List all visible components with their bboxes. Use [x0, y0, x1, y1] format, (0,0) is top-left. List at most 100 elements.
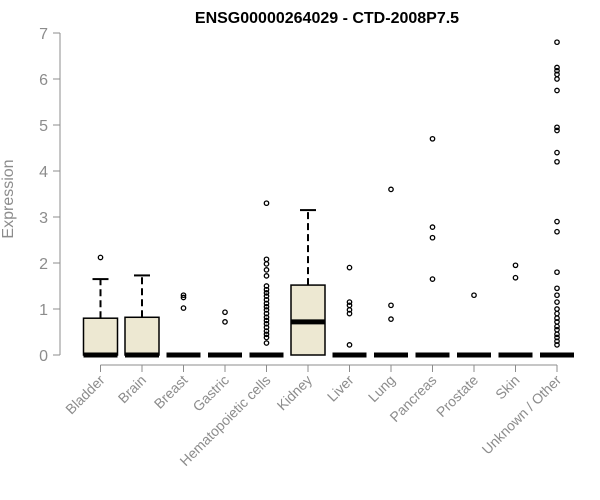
outlier-point — [222, 309, 228, 316]
outlier-point — [263, 256, 270, 263]
box-group — [415, 135, 450, 358]
outlier-point — [180, 294, 187, 301]
outlier-point — [263, 261, 270, 267]
boxes-layer — [82, 39, 574, 358]
chart-title: ENSG00000264029 - CTD-2008P7.5 — [195, 10, 459, 27]
box-group — [290, 209, 326, 356]
outlier-point — [429, 135, 436, 142]
outlier-point — [263, 320, 270, 327]
outlier-point — [554, 315, 560, 322]
outlier-point — [554, 299, 560, 305]
x-tick-label: Liver — [324, 372, 357, 405]
outlier-point — [388, 302, 394, 309]
y-tick-label: 0 — [39, 348, 48, 365]
outlier-point — [429, 224, 436, 230]
box-group — [332, 264, 367, 358]
outlier-point — [554, 149, 560, 156]
outlier-point — [263, 300, 270, 307]
outlier-point — [554, 39, 560, 46]
y-tick-label: 3 — [39, 210, 48, 227]
outlier-point — [263, 314, 270, 321]
outlier-point — [512, 274, 519, 281]
outlier-point — [346, 299, 353, 305]
outlier-point — [263, 310, 270, 317]
outlier-point — [222, 319, 228, 325]
x-tick-label: Prostate — [433, 372, 481, 420]
x-tick-label: Lung — [365, 372, 398, 405]
x-tick-label: Kidney — [274, 372, 316, 414]
box-group — [208, 309, 242, 358]
box-group — [166, 292, 201, 358]
box-group — [374, 186, 408, 358]
outlier-point — [554, 269, 560, 276]
outlier-point — [388, 186, 394, 193]
outlier-point — [554, 334, 560, 341]
outlier-point — [554, 124, 560, 131]
outlier-point — [554, 87, 560, 94]
outlier-point — [388, 316, 394, 322]
outlier-point — [554, 228, 560, 235]
outlier-point — [346, 342, 353, 348]
outlier-point — [429, 276, 436, 282]
outlier-point — [263, 286, 270, 293]
x-tick-label: Skin — [492, 372, 523, 403]
x-tick-label: Brain — [115, 372, 149, 406]
outlier-point — [554, 64, 560, 71]
outlier-point — [180, 305, 187, 311]
y-tick-label: 5 — [39, 118, 48, 135]
outlier-point — [263, 307, 270, 313]
box-group — [249, 200, 284, 358]
outlier-point — [263, 290, 270, 296]
y-axis-label: Expression — [0, 159, 17, 238]
outlier-point — [263, 340, 270, 346]
outlier-point — [554, 285, 560, 292]
box-group — [457, 292, 491, 358]
y-tick-label: 4 — [39, 164, 48, 181]
box — [82, 317, 119, 356]
outlier-point — [263, 328, 270, 334]
outlier-point — [554, 292, 560, 299]
outlier-point — [263, 331, 270, 338]
box-group — [124, 274, 160, 358]
outlier-point — [346, 264, 353, 271]
box — [124, 316, 160, 356]
outlier-point — [429, 234, 436, 241]
outlier-point — [346, 310, 353, 317]
outlier-point — [263, 283, 270, 289]
outlier-point — [263, 303, 270, 310]
outlier-point — [554, 310, 560, 317]
box-group — [498, 262, 533, 358]
outlier-point — [554, 342, 560, 348]
y-tick-label: 2 — [39, 256, 48, 273]
outlier-point — [263, 267, 270, 273]
outlier-point — [554, 218, 560, 225]
outlier-point — [554, 338, 560, 345]
outlier-point — [180, 292, 187, 299]
box-group — [82, 254, 119, 358]
outlier-point — [263, 334, 270, 341]
outlier-point — [263, 293, 270, 299]
outlier-point — [554, 76, 560, 82]
x-tick-label: Breast — [151, 372, 191, 412]
outlier-point — [263, 324, 270, 331]
outlier-point — [346, 307, 353, 313]
outlier-point — [554, 306, 560, 312]
x-tick-label: Unknown / Other — [479, 372, 565, 458]
outlier-point — [554, 67, 560, 74]
outlier-point — [554, 331, 560, 338]
outlier-point — [471, 292, 477, 299]
box-group — [540, 39, 574, 358]
outlier-point — [554, 323, 560, 330]
y-tick-label: 7 — [39, 26, 48, 43]
outlier-point — [554, 158, 560, 165]
x-tick-label: Bladder — [62, 372, 108, 418]
y-tick-label: 1 — [39, 302, 48, 319]
outlier-point — [554, 127, 560, 134]
outlier-point — [263, 317, 270, 324]
outlier-point — [263, 200, 270, 207]
outlier-point — [263, 296, 270, 303]
y-axis: 0 1 2 3 4 5 6 7 — [39, 26, 61, 365]
y-tick-label: 6 — [39, 72, 48, 89]
